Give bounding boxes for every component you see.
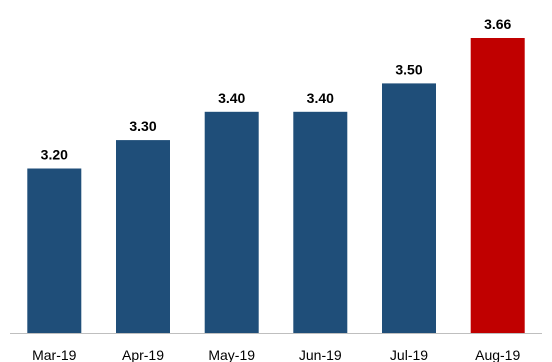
bar-may-19 <box>204 111 259 333</box>
value-label-jul-19: 3.50 <box>395 61 422 77</box>
tick-label-jul-19: Jul-19 <box>390 347 428 362</box>
value-label-mar-19: 3.20 <box>41 147 68 163</box>
bar-jul-19 <box>382 83 436 334</box>
tick-labels-layer: Mar-19 Apr-19 May-19 Jun-19 Jul-19 Aug-19 <box>32 347 520 362</box>
value-label-apr-19: 3.30 <box>129 118 156 134</box>
bar-aug-19 <box>470 38 525 333</box>
tick-label-aug-19: Aug-19 <box>475 347 520 362</box>
tick-label-mar-19: Mar-19 <box>32 347 77 362</box>
tick-label-jun-19: Jun-19 <box>299 347 342 362</box>
value-label-jun-19: 3.40 <box>307 90 334 106</box>
value-label-may-19: 3.40 <box>218 90 245 106</box>
bar-apr-19 <box>116 140 170 333</box>
value-label-aug-19: 3.66 <box>484 16 511 32</box>
bar-jun-19 <box>293 111 348 333</box>
value-labels-layer: 3.20 3.30 3.40 3.40 3.50 3.66 <box>41 16 512 163</box>
tick-label-apr-19: Apr-19 <box>122 347 164 362</box>
tick-label-may-19: May-19 <box>208 347 255 362</box>
bar-mar-19 <box>27 168 82 333</box>
bars-layer <box>27 38 525 334</box>
